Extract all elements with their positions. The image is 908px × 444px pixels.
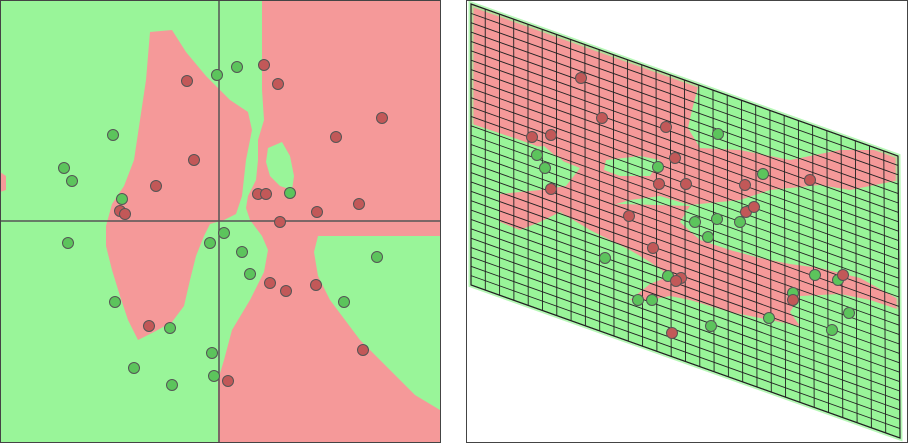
left-point-class-a-2 <box>231 61 243 73</box>
left-point-class-b-1 <box>181 75 193 87</box>
left-point-class-b-7 <box>150 180 162 192</box>
right-point-class-a-19 <box>763 312 775 324</box>
left-point-class-a-8 <box>62 237 74 249</box>
right-point-class-a-7 <box>711 213 723 225</box>
right-point-class-a-14 <box>809 269 821 281</box>
region-class-b-left-edge <box>0 172 6 192</box>
right-point-class-a-13 <box>646 294 658 306</box>
grid-line-horizontal-25 <box>470 237 900 392</box>
right-point-class-a-20 <box>826 324 838 336</box>
right-point-class-b-2 <box>526 131 538 143</box>
left-point-class-a-9 <box>204 237 216 249</box>
left-point-class-a-16 <box>371 251 383 263</box>
left-point-class-a-11 <box>236 246 248 258</box>
left-decision-boundary-panel <box>0 0 442 444</box>
left-point-class-b-13 <box>311 206 323 218</box>
right-point-class-a-3 <box>539 162 551 174</box>
right-point-class-b-7 <box>653 178 665 190</box>
left-point-class-b-14 <box>353 198 365 210</box>
grid-line-horizontal-28 <box>470 265 901 420</box>
left-point-class-a-6 <box>116 193 128 205</box>
right-point-class-a-6 <box>689 216 701 228</box>
right-point-class-a-9 <box>702 231 714 243</box>
left-point-class-a-1 <box>211 69 223 81</box>
right-point-class-a-1 <box>712 128 724 140</box>
region-class-b-center-left <box>106 30 252 340</box>
left-point-class-a-15 <box>338 296 350 308</box>
left-decision-boundary-plot <box>0 0 441 443</box>
grid-line-horizontal-27 <box>470 256 900 411</box>
warped-grid-outline <box>470 3 901 439</box>
left-point-class-b-5 <box>330 131 342 143</box>
right-point-class-a-5 <box>757 168 769 180</box>
left-point-class-a-19 <box>166 379 178 391</box>
region-class-b-top-right <box>218 1 440 443</box>
right-point-class-b-10 <box>623 210 635 222</box>
left-point-class-b-2 <box>258 59 270 71</box>
left-point-class-b-6 <box>188 154 200 166</box>
right-point-class-a-8 <box>734 216 746 228</box>
grid-line-horizontal-26 <box>470 247 900 401</box>
left-point-class-b-18 <box>143 320 155 332</box>
right-point-class-b-8 <box>680 178 692 190</box>
right-point-class-b-12 <box>804 174 816 186</box>
right-point-class-a-12 <box>632 294 644 306</box>
left-point-class-a-10 <box>218 227 230 239</box>
left-point-class-b-19 <box>357 344 369 356</box>
right-warped-grid-plot <box>466 0 908 444</box>
right-point-class-a-10 <box>599 252 611 264</box>
right-point-class-b-15 <box>647 242 659 254</box>
left-point-class-a-12 <box>244 268 256 280</box>
left-point-class-b-3 <box>272 78 284 90</box>
left-point-class-a-14 <box>164 322 176 334</box>
grid-line-vertical-28 <box>869 145 872 428</box>
right-point-class-b-5 <box>660 121 672 133</box>
grid-line-vertical-27 <box>854 140 858 423</box>
left-point-class-a-20 <box>208 370 220 382</box>
region-class-a-small-island <box>266 142 294 190</box>
right-point-class-b-11 <box>739 179 751 191</box>
left-point-class-a-3 <box>107 129 119 141</box>
right-point-class-b-14 <box>748 201 760 213</box>
left-point-class-b-11 <box>119 208 131 220</box>
right-point-class-b-17 <box>670 275 682 287</box>
right-point-class-b-6 <box>669 152 681 164</box>
right-data-points <box>526 72 855 339</box>
left-point-class-a-5 <box>66 175 78 187</box>
right-warped-grid-panel <box>466 0 908 444</box>
left-point-class-a-18 <box>128 362 140 374</box>
left-point-class-b-17 <box>310 279 322 291</box>
left-panel-border <box>0 0 441 443</box>
left-point-class-b-4 <box>376 112 388 124</box>
left-point-class-b-9 <box>260 188 272 200</box>
left-point-class-a-7 <box>284 187 296 199</box>
right-point-class-a-17 <box>843 307 855 319</box>
left-point-class-b-16 <box>280 285 292 297</box>
right-point-class-b-1 <box>575 72 587 84</box>
right-point-class-b-9 <box>545 183 557 195</box>
left-point-class-b-15 <box>264 277 276 289</box>
right-point-class-b-18 <box>837 269 849 281</box>
left-data-points <box>58 59 388 391</box>
grid-line-horizontal-29 <box>470 275 901 430</box>
right-point-class-b-20 <box>666 327 678 339</box>
right-point-class-b-19 <box>787 294 799 306</box>
grid-line-vertical-29 <box>883 150 887 433</box>
left-point-class-b-12 <box>274 216 286 228</box>
right-point-class-a-4 <box>652 161 664 173</box>
right-point-class-b-4 <box>596 112 608 124</box>
left-point-class-b-20 <box>222 375 234 387</box>
right-point-class-a-2 <box>531 149 543 161</box>
right-point-class-b-3 <box>545 129 557 141</box>
warped-region-class-a-center-strip <box>604 156 660 176</box>
left-point-class-a-4 <box>58 162 70 174</box>
left-point-class-a-13 <box>109 296 121 308</box>
left-point-class-a-17 <box>206 347 218 359</box>
right-point-class-a-18 <box>705 320 717 332</box>
